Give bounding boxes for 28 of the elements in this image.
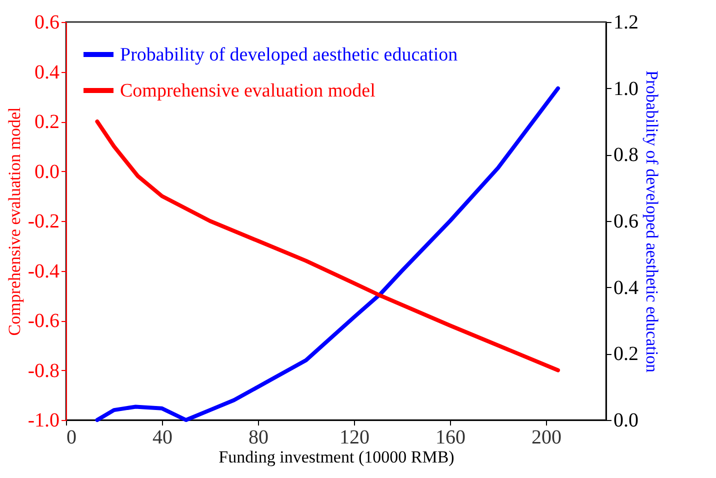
y-tick-label: 0.4 — [34, 61, 60, 84]
y-tick-label: -0.2 — [28, 210, 60, 232]
y-tick-label: 0.0 — [34, 160, 60, 183]
x-tick-label: 40 — [152, 426, 172, 448]
y-tick-label: -0.6 — [28, 310, 60, 332]
y2-tick-label: 0.6 — [614, 210, 638, 232]
line-series — [95, 120, 560, 372]
y-tick-label: -1.0 — [28, 410, 60, 432]
x-tick-label: 0 — [66, 426, 76, 448]
y-tick-label: 0.2 — [34, 111, 60, 133]
y2-axis-title: Probability of developed aesthetic education — [642, 70, 662, 374]
y-tick-label: -0.4 — [28, 260, 60, 282]
x-tick-label: 200 — [532, 426, 562, 448]
x-tick-label: 160 — [436, 426, 466, 448]
y2-tick-label: 0.2 — [614, 343, 638, 366]
y2-tick-label: 1.0 — [614, 78, 638, 100]
y2-tick-label: 1.2 — [614, 12, 638, 34]
x-tick-label: 120 — [340, 426, 370, 448]
y2-tick-label: 0.0 — [614, 410, 638, 432]
y2-tick-label: 0.4 — [614, 276, 638, 299]
y-tick-label: -0.8 — [28, 360, 60, 382]
x-tick-label: 80 — [248, 426, 268, 448]
legend-label: Probability of developed aesthetic education — [120, 44, 458, 66]
legend-label: Comprehensive evaluation model — [120, 80, 376, 102]
x-axis-title: Funding investment (10000 RMB) — [218, 448, 454, 466]
y2-tick-label: 0.8 — [614, 144, 638, 166]
y-tick-label: 0.6 — [34, 12, 60, 34]
y-axis-title: Comprehensive evaluation model — [4, 106, 24, 336]
